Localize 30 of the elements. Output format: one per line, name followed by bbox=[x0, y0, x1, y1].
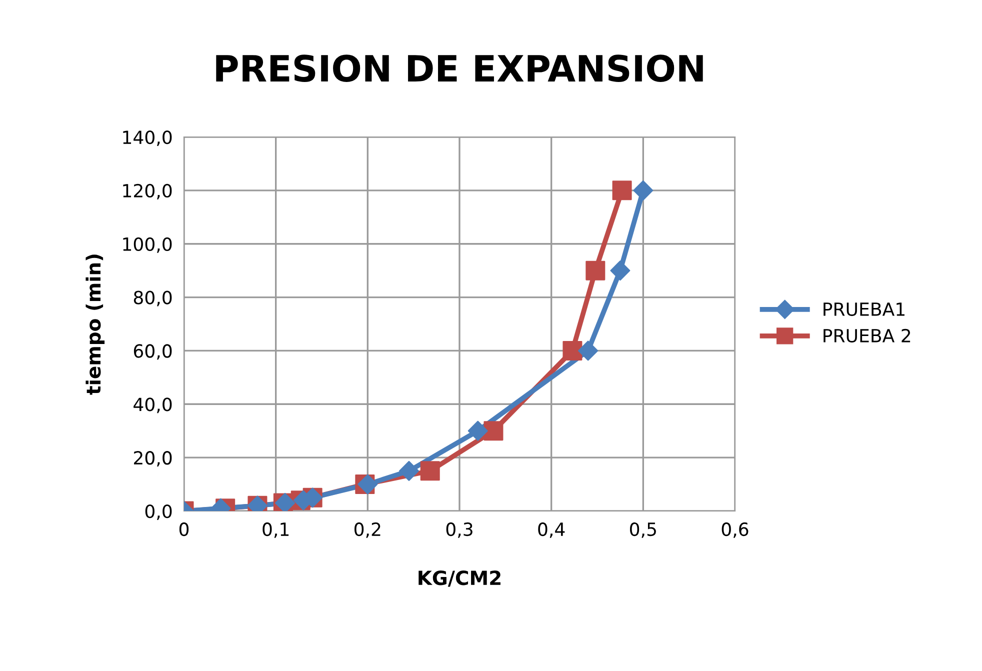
x-tick-label: 0,3 bbox=[446, 522, 472, 538]
x-tick-label: 0,6 bbox=[722, 522, 748, 538]
point bbox=[610, 260, 630, 281]
x-tick-label: 0 bbox=[179, 522, 189, 536]
y-tick-label: 0,0 bbox=[145, 504, 172, 520]
y-tick-label: 120,0 bbox=[123, 184, 172, 200]
chart-title: PRESION DE EXPANSION bbox=[216, 54, 703, 82]
x-tick-label: 0,2 bbox=[354, 522, 380, 538]
y-tick-label: 40,0 bbox=[134, 398, 172, 414]
point bbox=[612, 180, 632, 200]
point bbox=[633, 180, 654, 200]
point bbox=[420, 461, 440, 481]
x-axis-title: KG/CM2 bbox=[418, 570, 500, 587]
y-tick-label: 140,0 bbox=[123, 130, 172, 146]
point bbox=[468, 420, 488, 441]
x-tick-label: 0,4 bbox=[538, 522, 565, 538]
point bbox=[586, 260, 606, 280]
point bbox=[578, 340, 598, 361]
y-tick-label: 20,0 bbox=[134, 451, 172, 467]
point bbox=[484, 421, 504, 441]
x-tick-label: 0,5 bbox=[630, 522, 656, 538]
y-axis-title: tiempo (min) bbox=[86, 254, 105, 395]
point bbox=[562, 340, 582, 360]
y-tick-label: 60,0 bbox=[134, 344, 172, 360]
legend-label: PRUEBA 2 bbox=[824, 328, 910, 342]
legend-label: PRUEBA1 bbox=[824, 302, 904, 316]
point bbox=[398, 460, 420, 481]
y-tick-label: 100,0 bbox=[123, 237, 172, 253]
y-tick-label: 80,0 bbox=[134, 290, 172, 306]
x-tick-label: 0,1 bbox=[262, 522, 289, 538]
